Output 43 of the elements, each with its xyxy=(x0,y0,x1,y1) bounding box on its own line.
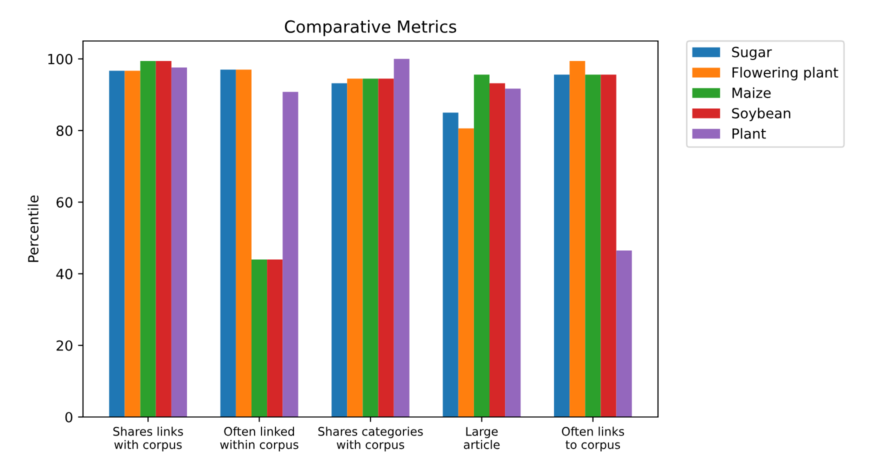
bar xyxy=(236,70,252,417)
bar xyxy=(347,78,363,417)
x-tick-label: Large article xyxy=(464,427,500,450)
bar xyxy=(109,70,125,417)
bar xyxy=(267,259,283,417)
bar xyxy=(171,68,187,417)
y-tick-label: 0 xyxy=(65,412,72,422)
bar xyxy=(124,70,140,417)
bar xyxy=(442,112,458,417)
y-tick-label: 20 xyxy=(56,340,72,351)
bar xyxy=(490,83,506,417)
legend-label: Sugar xyxy=(732,46,772,60)
x-tick-label: Shares links with corpus xyxy=(113,426,183,452)
bar xyxy=(282,92,298,417)
x-tick-label: Often linked within corpus xyxy=(220,426,298,452)
legend-label: Soybean xyxy=(732,108,790,122)
bar xyxy=(570,61,586,417)
bar xyxy=(362,78,378,417)
bar xyxy=(332,83,348,417)
y-tick-label: 80 xyxy=(56,125,72,136)
bar xyxy=(616,250,632,417)
bar xyxy=(600,74,616,417)
bar xyxy=(156,61,172,417)
y-tick-label: 40 xyxy=(56,268,72,280)
bar xyxy=(251,259,268,417)
bar xyxy=(505,88,521,417)
bar xyxy=(554,74,570,417)
y-axis-title: Percentile xyxy=(28,195,39,262)
x-tick-label: Shares categories with corpus xyxy=(318,426,423,452)
chart-title: Comparative Metrics xyxy=(284,20,456,36)
bar xyxy=(474,74,490,417)
y-tick-label: 100 xyxy=(48,54,72,64)
bar xyxy=(394,58,410,417)
legend-label: Flowering plant xyxy=(732,66,838,80)
bar xyxy=(220,70,236,417)
bar xyxy=(140,61,156,417)
legend-label: Maize xyxy=(732,87,771,98)
bar xyxy=(585,74,601,417)
y-tick-label: 60 xyxy=(56,197,72,208)
x-tick-label: Often links to corpus xyxy=(562,426,624,452)
bar xyxy=(458,128,474,417)
legend-label: Plant xyxy=(732,128,766,139)
bar xyxy=(378,78,394,417)
